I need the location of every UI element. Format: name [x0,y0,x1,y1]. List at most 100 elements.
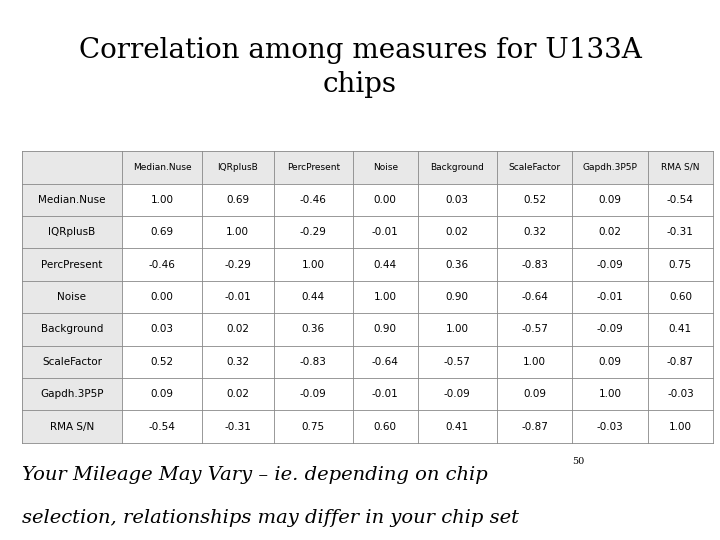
Bar [572,216,648,248]
Text: Gapdh.3P5P: Gapdh.3P5P [582,163,638,172]
Bar [418,410,497,443]
Bar [274,184,353,216]
Text: 0.75: 0.75 [669,260,692,269]
Bar [202,313,274,346]
Text: Your Mileage May Vary – ie. depending on chip: Your Mileage May Vary – ie. depending on… [22,466,487,484]
Text: 0.69: 0.69 [150,227,174,237]
Text: 0.90: 0.90 [374,325,397,334]
Bar [274,281,353,313]
Bar [418,281,497,313]
Bar [353,346,418,378]
Text: Gapdh.3P5P: Gapdh.3P5P [40,389,104,399]
Bar [648,378,713,410]
Text: 0.09: 0.09 [523,389,546,399]
Text: 0.00: 0.00 [150,292,174,302]
Bar [122,378,202,410]
Text: -0.87: -0.87 [667,357,694,367]
Bar [497,281,572,313]
Bar [202,281,274,313]
Text: 0.02: 0.02 [446,227,469,237]
Text: 50: 50 [572,457,585,466]
Text: -0.83: -0.83 [300,357,327,367]
Bar [202,151,274,184]
Text: -0.03: -0.03 [597,422,624,431]
Bar [22,346,122,378]
Text: -0.03: -0.03 [667,389,694,399]
Bar [202,248,274,281]
Text: -0.29: -0.29 [300,227,327,237]
Text: 0.32: 0.32 [523,227,546,237]
Text: selection, relationships may differ in your chip set: selection, relationships may differ in y… [22,509,518,528]
Bar [22,410,122,443]
Bar [122,281,202,313]
Text: Correlation among measures for U133A
chips: Correlation among measures for U133A chi… [78,37,642,98]
Text: -0.09: -0.09 [444,389,471,399]
Text: Background: Background [41,325,103,334]
Bar [202,184,274,216]
Bar [648,346,713,378]
Bar [648,248,713,281]
Bar [22,378,122,410]
Text: 0.75: 0.75 [302,422,325,431]
Text: 0.02: 0.02 [226,325,249,334]
Bar [572,281,648,313]
Text: -0.57: -0.57 [521,325,548,334]
Bar [274,248,353,281]
Text: -0.29: -0.29 [224,260,251,269]
Text: -0.57: -0.57 [444,357,471,367]
Bar [497,248,572,281]
Text: 1.00: 1.00 [599,389,621,399]
Text: 0.44: 0.44 [374,260,397,269]
Text: 1.00: 1.00 [374,292,397,302]
Text: Noise: Noise [58,292,86,302]
Text: -0.64: -0.64 [372,357,399,367]
Text: Noise: Noise [373,163,397,172]
Bar [353,184,418,216]
Text: Median.Nuse: Median.Nuse [38,195,106,205]
Bar [274,313,353,346]
Bar [353,410,418,443]
Text: ScaleFactor: ScaleFactor [42,357,102,367]
Text: 0.60: 0.60 [374,422,397,431]
Bar [122,151,202,184]
Bar [497,151,572,184]
Bar [572,151,648,184]
Text: 0.52: 0.52 [150,357,174,367]
Bar [22,313,122,346]
Text: 1.00: 1.00 [302,260,325,269]
Text: -0.46: -0.46 [300,195,327,205]
Text: -0.54: -0.54 [148,422,176,431]
Bar [353,378,418,410]
Text: 0.09: 0.09 [599,357,621,367]
Bar [122,313,202,346]
Text: 0.02: 0.02 [226,389,249,399]
Bar [274,410,353,443]
Text: -0.46: -0.46 [148,260,176,269]
Text: -0.09: -0.09 [597,260,624,269]
Text: 1.00: 1.00 [523,357,546,367]
Text: RMA S/N: RMA S/N [50,422,94,431]
Bar [648,216,713,248]
Bar [122,184,202,216]
Bar [418,151,497,184]
Text: -0.09: -0.09 [300,389,327,399]
Text: -0.87: -0.87 [521,422,548,431]
Text: 0.09: 0.09 [150,389,174,399]
Bar [497,216,572,248]
Text: 0.41: 0.41 [669,325,692,334]
Bar [572,184,648,216]
Text: 0.69: 0.69 [226,195,249,205]
Bar [497,378,572,410]
Text: 1.00: 1.00 [446,325,469,334]
Text: -0.01: -0.01 [224,292,251,302]
Bar [22,151,122,184]
Bar [122,248,202,281]
Text: 0.02: 0.02 [599,227,621,237]
Text: -0.64: -0.64 [521,292,548,302]
Bar [648,184,713,216]
Text: IQRplusB: IQRplusB [48,227,96,237]
Text: PercPresent: PercPresent [41,260,103,269]
Bar [418,346,497,378]
Text: 0.44: 0.44 [302,292,325,302]
Bar [572,378,648,410]
